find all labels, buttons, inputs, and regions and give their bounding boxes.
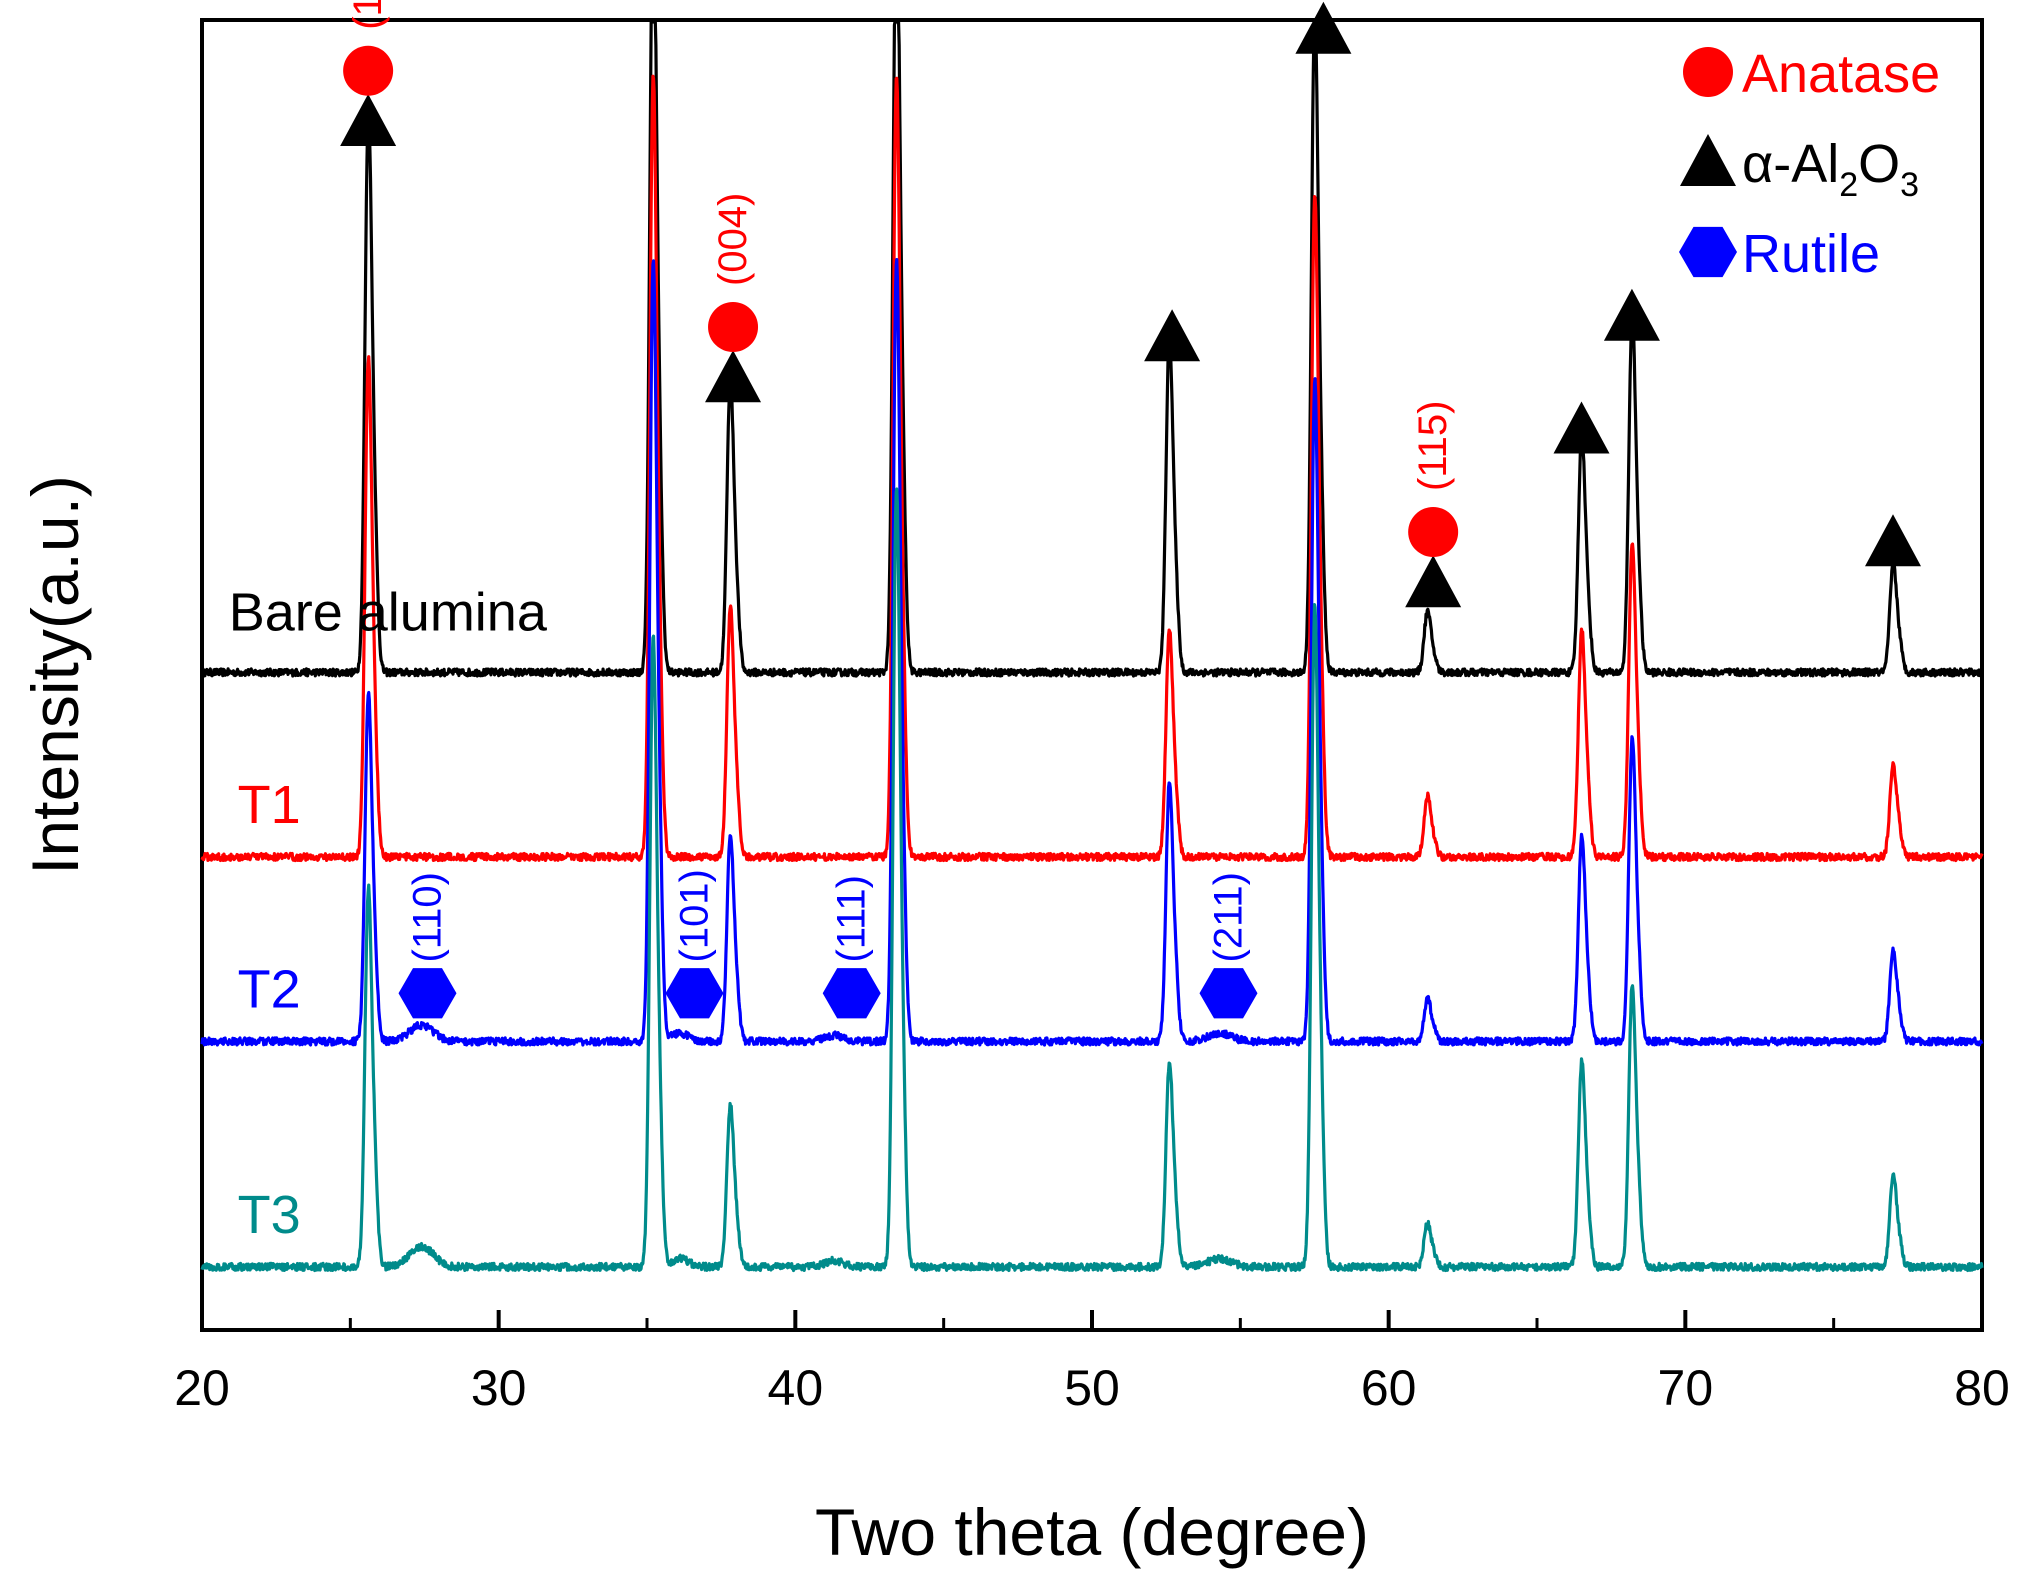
alumina-peak-marker	[1865, 514, 1921, 567]
hkl-label: (110)	[406, 872, 450, 962]
legend-alumina-icon	[1680, 134, 1736, 186]
hkl-label: (115)	[1411, 401, 1455, 491]
legend-rutile-icon	[1679, 226, 1737, 278]
rutile-peak-marker	[398, 968, 457, 1019]
curve-label-bare: Bare alumina	[229, 582, 548, 642]
x-tick-label: 80	[1954, 1360, 2010, 1416]
x-tick-label: 70	[1658, 1360, 1714, 1416]
curve-label-t1: T1	[238, 775, 301, 835]
legend: Anatase α-Al2O3 Rutile	[1679, 44, 1940, 284]
series-t1-line	[200, 74, 1984, 863]
hkl-label: (101)	[673, 869, 717, 962]
rutile-peak-marker	[1199, 968, 1258, 1019]
alumina-peak-marker	[340, 94, 397, 146]
anatase-peak-marker	[343, 45, 394, 96]
legend-label: Anatase	[1742, 44, 1940, 104]
x-axis-label: Two theta (degree)	[815, 1495, 1369, 1569]
rutile-peak-marker	[665, 968, 724, 1019]
rutile-peak-marker	[822, 968, 881, 1019]
hkl-label: (111)	[830, 875, 874, 962]
alumina-peak-marker	[1405, 555, 1462, 608]
alumina-peak-marker	[1553, 401, 1610, 454]
anatase-peak-marker	[1408, 507, 1459, 557]
alumina-peak-marker	[1295, 1, 1352, 54]
x-tick-label: 40	[768, 1360, 824, 1416]
legend-anatase-icon	[1683, 47, 1733, 97]
alumina-peak-marker	[1603, 288, 1660, 341]
hkl-label: (211)	[1207, 872, 1251, 962]
y-axis-label: Intensity(a.u.)	[18, 475, 92, 875]
curve-label-t3: T3	[238, 1185, 301, 1245]
series-bare-line	[200, 20, 1984, 678]
anatase-peak-marker	[708, 302, 759, 352]
x-axis: 20 30 40 50 60 70 80	[174, 1310, 2010, 1416]
legend-label: α-Al2O3	[1742, 134, 1919, 204]
alumina-peak-marker	[705, 350, 762, 403]
x-tick-label: 20	[174, 1360, 230, 1416]
hkl-label: (101)	[346, 0, 390, 30]
curve-label-t2: T2	[238, 960, 301, 1020]
x-tick-label: 60	[1361, 1360, 1417, 1416]
alumina-peak-marker	[1144, 309, 1201, 362]
series-t3-line	[200, 487, 1984, 1273]
x-tick-label: 30	[471, 1360, 527, 1416]
x-tick-label: 50	[1064, 1360, 1120, 1416]
legend-label: Rutile	[1742, 224, 1880, 284]
hkl-label: (004)	[711, 193, 755, 286]
markers-group	[340, 1, 1921, 1019]
traces-group	[200, 20, 1984, 1273]
labels-group: (101) (004) (115) (110) (101) (111) (211) Bare …	[229, 0, 1455, 1245]
series-t2-line	[200, 257, 1984, 1047]
